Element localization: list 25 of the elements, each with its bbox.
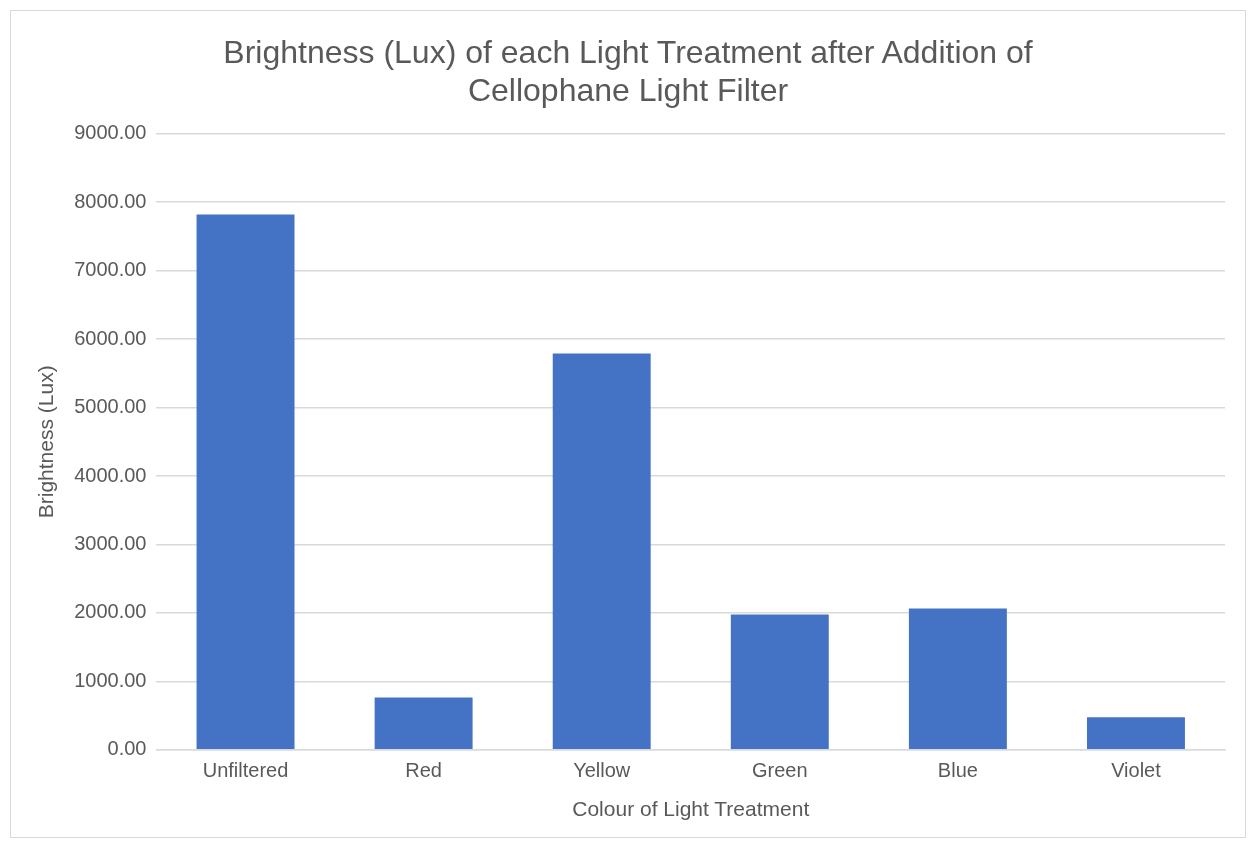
y-tick-label: 8000.00 bbox=[74, 189, 147, 212]
y-tick-label: 1000.00 bbox=[74, 668, 147, 691]
x-tick-label: Blue bbox=[937, 759, 978, 782]
y-axis-title: Brightness (Lux) bbox=[34, 365, 58, 519]
x-tick-label: Yellow bbox=[573, 759, 631, 782]
y-tick-label: 0.00 bbox=[107, 737, 147, 760]
bar bbox=[374, 697, 473, 750]
y-tick-label: 6000.00 bbox=[74, 326, 147, 349]
y-tick-label: 4000.00 bbox=[74, 463, 147, 486]
x-tick-label: Red bbox=[405, 759, 442, 782]
x-tick-label: Violet bbox=[1111, 759, 1162, 782]
bar bbox=[730, 614, 829, 750]
x-tick-label: Green bbox=[751, 759, 808, 782]
y-tick-label: 9000.00 bbox=[74, 121, 147, 144]
x-tick-label: Unfiltered bbox=[202, 759, 289, 782]
bar bbox=[552, 353, 651, 750]
y-tick-label: 5000.00 bbox=[74, 395, 147, 418]
bar bbox=[908, 608, 1007, 750]
y-tick-label: 2000.00 bbox=[74, 600, 147, 623]
chart-title: Brightness (Lux) of each Light Treatment after Addition of Cellophane Light Filter bbox=[223, 34, 1033, 109]
bar bbox=[196, 214, 295, 750]
x-axis-title: Colour of Light Treatment bbox=[572, 797, 810, 821]
y-tick-label: 7000.00 bbox=[74, 258, 147, 281]
bar bbox=[1086, 717, 1185, 750]
y-tick-label: 3000.00 bbox=[74, 531, 147, 554]
